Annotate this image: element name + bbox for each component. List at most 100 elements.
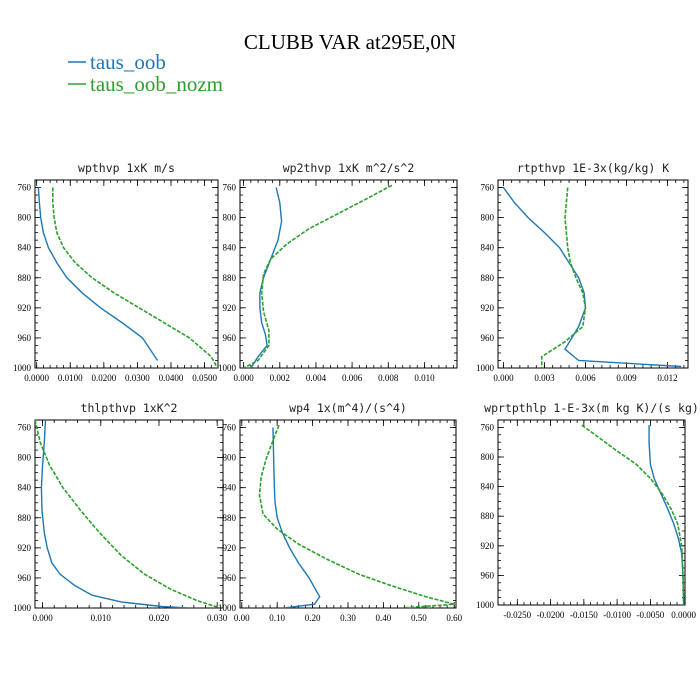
x-tick-label: 0.60	[446, 613, 462, 623]
x-tick-label: 0.000	[233, 373, 254, 383]
plot-frame	[497, 419, 686, 606]
y-tick-label: 760	[18, 183, 32, 193]
y-tick-label: 840	[18, 483, 32, 493]
series-line-taus-oob	[37, 187, 159, 361]
y-tick-label: 760	[481, 183, 495, 193]
x-tick-label: 0.002	[270, 373, 290, 383]
y-tick-label: 920	[18, 303, 32, 313]
legend-label-taus-oob: taus_oob	[90, 50, 166, 74]
x-tick-label: 0.40	[376, 613, 392, 623]
y-tick-label: 880	[481, 511, 495, 521]
series-line-taus-oob	[648, 425, 685, 605]
x-tick-label: 0.0300	[125, 373, 150, 383]
x-tick-label: 0.0000	[671, 610, 696, 620]
series-line-taus-oob	[502, 187, 682, 368]
chart-panel-2: wp2thvp 1xK m^2/s^2 0.000 0.002 0.004 0.006 0…	[218, 161, 458, 383]
chart-panel-5: wp4 1x(m^4)/(s^4) 0.00 0.10 0.20 0.30 0.40 0.5…	[218, 401, 463, 623]
y-tick-label: 800	[481, 213, 495, 223]
y-tick-label: 960	[481, 333, 495, 343]
chart-panel-3: rtpthvp 1E-3x(kg/kg) K 0.000 0.003 0.006 0.0…	[476, 161, 689, 383]
y-tick-label: 1000	[13, 363, 32, 373]
y-tick-label: 840	[481, 243, 495, 253]
x-tick-label: 0.008	[378, 373, 399, 383]
legend-label-taus-oob-nozm: taus_oob_nozm	[90, 72, 223, 96]
x-tick-label: 0.0500	[192, 373, 217, 383]
panel-title: thlpthvp 1xK^2	[81, 401, 178, 415]
x-tick-label: 0.003	[534, 373, 555, 383]
chart-panel-6: wprtpthlp 1-E-3x(m kg K)/(s kg) -0.0250 -0…	[476, 401, 699, 620]
y-tick-label: 840	[223, 243, 237, 253]
series-line-taus-oob	[272, 427, 321, 608]
y-tick-label: 960	[18, 573, 32, 583]
y-tick-label: 920	[481, 303, 495, 313]
y-tick-label: 960	[223, 573, 237, 583]
y-tick-label: 960	[223, 333, 237, 343]
x-tick-label: 0.012	[657, 373, 677, 383]
figure-title: CLUBB VAR at295E,0N	[244, 30, 456, 54]
x-tick-label: 0.30	[340, 613, 356, 623]
y-tick-label: 880	[223, 273, 237, 283]
x-tick-label: 0.10	[269, 613, 285, 623]
y-tick-label: 920	[223, 543, 237, 553]
y-tick-label: 920	[223, 303, 237, 313]
x-tick-label: -0.0100	[603, 610, 631, 620]
plot-frame	[497, 179, 689, 369]
series-line-taus-oob-nozm	[258, 424, 455, 608]
y-tick-label: 1000	[476, 600, 495, 610]
y-tick-label: 840	[223, 483, 237, 493]
panel-title: wp2thvp 1xK m^2/s^2	[283, 161, 415, 175]
series-line-taus-oob	[40, 420, 189, 608]
x-tick-label: 0.006	[575, 373, 596, 383]
series-line-taus-oob-nozm	[540, 187, 587, 368]
y-tick-label: 880	[18, 273, 32, 283]
series-line-taus-oob-nozm	[51, 187, 218, 368]
plot-frame	[239, 419, 457, 609]
plot-frame	[34, 179, 219, 369]
y-tick-label: 1000	[218, 603, 237, 613]
y-tick-label: 840	[18, 243, 32, 253]
x-tick-label: 0.0400	[159, 373, 184, 383]
y-tick-label: 760	[481, 422, 495, 432]
x-tick-label: 0.020	[149, 613, 170, 623]
y-tick-label: 800	[223, 213, 237, 223]
x-tick-label: -0.0250	[503, 610, 531, 620]
y-tick-label: 800	[18, 213, 32, 223]
chart-panel-4: thlpthvp 1xK^2 0.000 0.010 0.020 0.030 760 800…	[13, 401, 228, 623]
x-tick-label: 0.004	[306, 373, 327, 383]
x-tick-label: 0.006	[342, 373, 363, 383]
chart-panels: wpthvp 1xK m/s 0.0000 0.0100 0.0200 0.0300 0.…	[13, 161, 699, 623]
y-tick-label: 880	[18, 513, 32, 523]
x-tick-label: 0.00	[234, 613, 250, 623]
y-tick-label: 800	[18, 453, 32, 463]
x-tick-label: -0.0200	[537, 610, 565, 620]
x-tick-label: 0.030	[207, 613, 228, 623]
x-tick-label: 0.50	[411, 613, 427, 623]
series-line-taus-oob	[250, 187, 283, 368]
y-tick-label: 840	[481, 482, 495, 492]
series-line-taus-oob-nozm	[581, 424, 685, 605]
plot-frame	[34, 419, 224, 609]
y-tick-label: 800	[481, 452, 495, 462]
panel-title: wpthvp 1xK m/s	[78, 161, 175, 175]
x-tick-label: -0.0150	[570, 610, 598, 620]
y-tick-label: 760	[18, 423, 32, 433]
x-tick-label: -0.0050	[637, 610, 665, 620]
legend: taus_oob taus_oob_nozm	[68, 50, 223, 96]
x-tick-label: 0.0000	[24, 373, 49, 383]
x-tick-label: 0.010	[414, 373, 435, 383]
y-tick-label: 760	[223, 183, 237, 193]
y-tick-label: 920	[18, 543, 32, 553]
y-tick-label: 920	[481, 541, 495, 551]
y-tick-label: 1000	[218, 363, 237, 373]
y-tick-label: 880	[223, 513, 237, 523]
y-tick-label: 1000	[476, 363, 495, 373]
x-tick-label: 0.0100	[58, 373, 83, 383]
chart-panel-1: wpthvp 1xK m/s 0.0000 0.0100 0.0200 0.0300 0.…	[13, 161, 219, 383]
panel-title: wprtpthlp 1-E-3x(m kg K)/(s kg)	[484, 401, 699, 415]
x-tick-label: 0.20	[305, 613, 321, 623]
y-tick-label: 800	[223, 453, 237, 463]
x-tick-label: 0.009	[616, 373, 637, 383]
y-tick-label: 960	[481, 570, 495, 580]
y-tick-label: 1000	[13, 603, 32, 613]
